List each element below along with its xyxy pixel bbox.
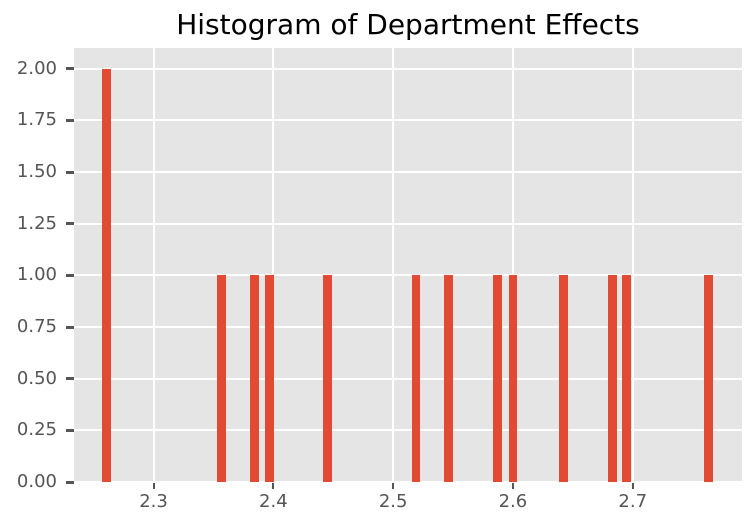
- x-tick-label: 2.4: [259, 491, 288, 512]
- y-gridline: [74, 119, 742, 122]
- y-tick-label: 2.00: [16, 57, 57, 79]
- y-tick-mark: [66, 325, 74, 329]
- y-tick-mark: [66, 273, 74, 277]
- y-gridline: [74, 429, 742, 432]
- y-gridline: [74, 67, 742, 70]
- x-tick-mark: [631, 483, 634, 489]
- histogram-bar: [443, 275, 453, 482]
- x-tick-label: 2.3: [139, 491, 168, 512]
- x-gridline: [392, 48, 395, 482]
- histogram-bar: [492, 275, 502, 482]
- x-gridline: [272, 48, 275, 482]
- histogram-bar: [265, 275, 275, 482]
- x-tick-label: 2.5: [378, 491, 408, 512]
- y-gridline: [74, 274, 742, 277]
- y-tick-label: 0.50: [16, 367, 57, 389]
- x-tick-mark: [272, 483, 275, 489]
- y-tick-mark: [66, 67, 74, 71]
- x-tick-label: 2.6: [498, 491, 528, 512]
- y-tick-mark: [66, 428, 74, 432]
- histogram-bar: [322, 275, 332, 482]
- x-gridline: [152, 48, 155, 482]
- y-tick-mark: [66, 377, 74, 381]
- histogram-bar: [217, 275, 227, 482]
- y-tick-mark: [66, 118, 74, 122]
- chart-title: Histogram of Department Effects: [176, 8, 640, 41]
- y-gridline: [74, 481, 742, 483]
- histogram-bar: [558, 275, 568, 482]
- y-gridline: [74, 326, 742, 328]
- y-tick-label: 0.75: [16, 316, 57, 337]
- histogram-bar: [102, 68, 112, 482]
- y-gridline: [74, 222, 742, 225]
- histogram-bar: [411, 275, 421, 482]
- x-tick-mark: [392, 483, 395, 489]
- y-tick-mark: [66, 480, 74, 484]
- histogram-bar: [508, 275, 518, 482]
- y-gridline: [74, 377, 742, 380]
- histogram-bar: [608, 275, 617, 482]
- y-tick-mark: [66, 222, 74, 226]
- y-gridline: [74, 171, 742, 173]
- y-tick-label: 1.75: [16, 109, 57, 131]
- plot-area: [74, 48, 742, 483]
- histogram-bar: [703, 275, 713, 482]
- y-tick-label: 1.50: [16, 161, 57, 182]
- x-tick-mark: [152, 483, 155, 489]
- y-tick-label: 1.00: [16, 264, 57, 286]
- histogram-bar: [622, 275, 632, 482]
- histogram-bar: [249, 275, 259, 482]
- x-gridline: [511, 48, 514, 482]
- y-tick-label: 0.25: [16, 419, 57, 441]
- y-tick-mark: [66, 170, 74, 174]
- x-tick-mark: [511, 483, 514, 489]
- y-tick-label: 1.25: [16, 212, 57, 234]
- y-tick-label: 0.00: [16, 471, 57, 492]
- x-tick-label: 2.7: [618, 491, 648, 512]
- x-gridline: [631, 48, 634, 482]
